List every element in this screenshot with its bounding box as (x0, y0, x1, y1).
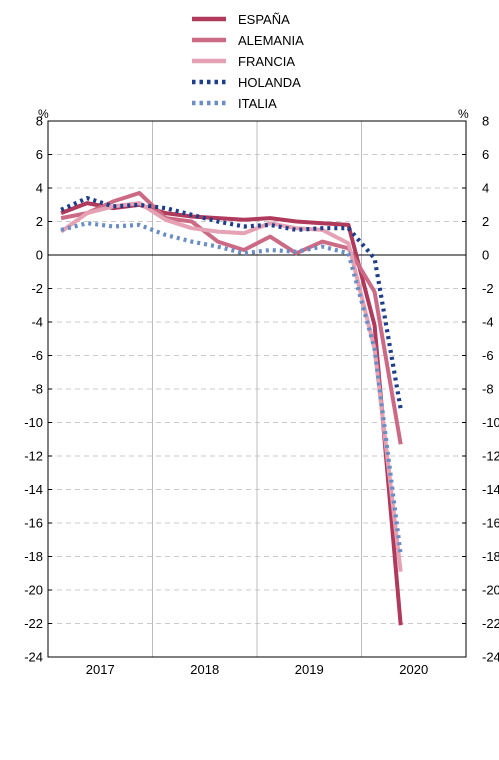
y-tick-label-left: 0 (36, 248, 43, 263)
y-axis-right: 8 6 4 2 0 -2 -4 -6 -8 -10 -12 -14 -16 -18 -20 -22 -24 (462, 114, 499, 665)
y-tick-label-right: 6 (482, 147, 489, 162)
y-tick-label-right: -24 (482, 650, 499, 665)
y-unit-label-right: % (458, 107, 469, 121)
y-tick-label-left: -16 (24, 516, 43, 531)
y-tick-label-right: -2 (482, 281, 494, 296)
y-tick-label-right: -4 (482, 315, 494, 330)
y-tick-label-right: -22 (482, 616, 499, 631)
y-tick-label-right: 2 (482, 214, 489, 229)
y-tick-label-left: -12 (24, 449, 43, 464)
y-tick-label-left: 8 (36, 114, 43, 129)
legend-label-italia: ITALIA (238, 96, 277, 111)
y-tick-label-left: -20 (24, 583, 43, 598)
chart-series (59, 191, 403, 626)
chart-legend: ESPAÑA ALEMANIA FRANCIA HOLANDA ITALIA (192, 12, 304, 111)
y-tick-label-right: -10 (482, 415, 499, 430)
series-line-holanda (60, 196, 403, 410)
y-tick-label-left: -6 (31, 348, 43, 363)
y-tick-label-right: -16 (482, 516, 499, 531)
series-line-italia (60, 221, 403, 556)
y-tick-label-left: 2 (36, 214, 43, 229)
legend-label-francia: FRANCIA (238, 54, 295, 69)
y-tick-label-left: -24 (24, 650, 43, 665)
series-line-alemania (60, 191, 403, 445)
y-tick-label-left: -22 (24, 616, 43, 631)
y-tick-label-right: 4 (482, 181, 489, 196)
y-tick-label-left: -8 (31, 382, 43, 397)
y-tick-label-right: -14 (482, 482, 499, 497)
y-tick-label-right: -18 (482, 549, 499, 564)
unit-labels: % % (38, 107, 469, 121)
legend-label-alemania: ALEMANIA (238, 33, 304, 48)
series-line-francia (59, 201, 403, 572)
y-tick-label-right: -12 (482, 449, 499, 464)
chart-grid (48, 121, 466, 657)
y-tick-label-left: 6 (36, 147, 43, 162)
y-tick-label-right: -20 (482, 583, 499, 598)
x-axis: 2017 2018 2019 2020 (86, 662, 428, 677)
series-line-españa (60, 201, 403, 626)
y-tick-label-left: -14 (24, 482, 43, 497)
x-tick-label: 2018 (190, 662, 219, 677)
y-tick-label-left: -10 (24, 415, 43, 430)
y-tick-label-right: 0 (482, 248, 489, 263)
y-tick-label-left: 4 (36, 181, 43, 196)
y-tick-label-left: -18 (24, 549, 43, 564)
y-tick-label-left: -2 (31, 281, 43, 296)
y-unit-label-left: % (38, 107, 49, 121)
y-tick-label-right: 8 (482, 114, 489, 129)
x-tick-label: 2019 (295, 662, 324, 677)
x-tick-label: 2017 (86, 662, 115, 677)
y-tick-label-left: -4 (31, 315, 43, 330)
legend-label-holanda: HOLANDA (238, 75, 301, 90)
y-tick-label-right: -8 (482, 382, 494, 397)
y-axis-left: 8 6 4 2 0 -2 -4 -6 -8 -10 -12 -14 -16 -18 -20 -22 -24 (24, 114, 52, 665)
x-tick-label: 2020 (399, 662, 428, 677)
y-tick-label-right: -6 (482, 348, 494, 363)
legend-label-españa: ESPAÑA (238, 12, 290, 27)
